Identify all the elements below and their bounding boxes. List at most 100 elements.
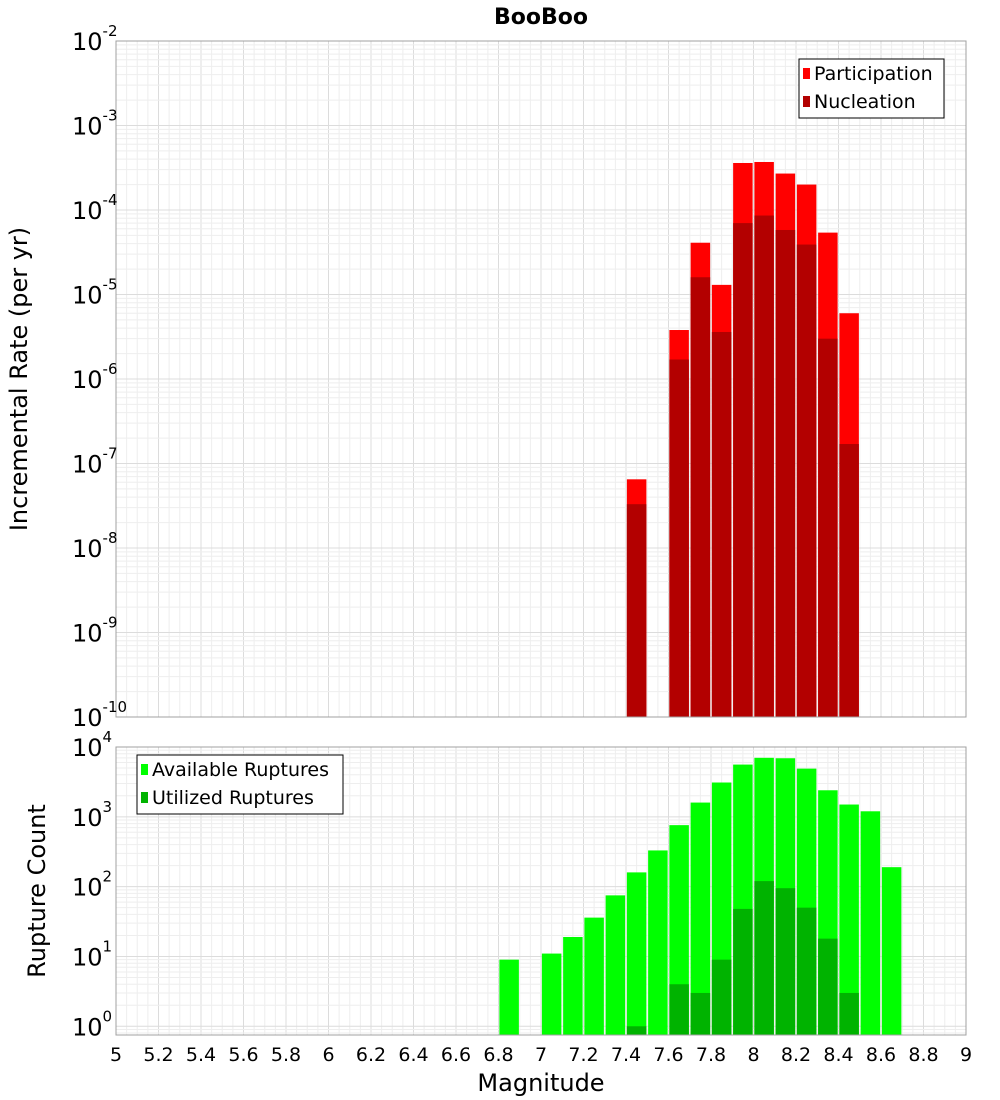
y-tick-exponent: 2: [103, 868, 113, 886]
y-tick-base: 10: [72, 366, 103, 394]
bar-available-ruptures: [563, 936, 583, 1035]
bar-nucleation: [839, 444, 859, 717]
x-tick-label: 8.8: [908, 1044, 938, 1066]
y-tick-exponent: 3: [103, 798, 113, 816]
x-tick-label: 5.4: [186, 1044, 216, 1066]
y-tick-label: 102: [72, 868, 112, 902]
y-tick-label: 10-3: [72, 107, 118, 141]
bar-available-ruptures: [605, 895, 626, 1035]
x-tick-label: 8.6: [866, 1044, 896, 1066]
bar-utilized-ruptures: [690, 992, 711, 1035]
y-tick-exponent: -5: [103, 276, 118, 294]
y-tick-label: 10-5: [72, 276, 118, 310]
bar-available-ruptures: [881, 867, 902, 1035]
legend-box: [798, 58, 945, 119]
x-tick-label: 6.8: [483, 1044, 513, 1066]
y-tick-base: 10: [72, 451, 103, 479]
x-tick-label: 8.2: [781, 1044, 811, 1066]
bar-available-ruptures: [860, 811, 881, 1035]
x-tick-label: 7: [535, 1044, 547, 1066]
y-tick-exponent: -4: [103, 191, 118, 209]
legend-label: Available Ruptures: [152, 759, 329, 781]
y-tick-base: 10: [72, 734, 103, 762]
y-tick-base: 10: [72, 197, 103, 225]
legend: Available Ruptures Utilized Ruptures: [136, 754, 344, 815]
y-tick-exponent: -2: [103, 22, 118, 40]
y-tick-label: 10-10: [72, 698, 127, 732]
y-tick-base: 10: [72, 943, 103, 971]
bar-nucleation: [796, 244, 817, 717]
x-tick-label: 5.6: [228, 1044, 258, 1066]
y-tick-base: 10: [72, 28, 103, 56]
plot-frame: [115, 746, 967, 1036]
y-tick-base: 10: [72, 535, 103, 563]
y-tick-base: 10: [72, 620, 103, 648]
y-tick-base: 10: [72, 804, 103, 832]
bar-available-ruptures: [669, 825, 689, 1035]
bar-utilized-ruptures: [733, 908, 753, 1035]
y-tick-label: 10-7: [72, 445, 118, 479]
x-tick-label: 5.2: [143, 1044, 173, 1066]
bar-utilized-ruptures: [775, 888, 796, 1035]
y-tick-base: 10: [72, 874, 103, 902]
bar-nucleation: [733, 223, 753, 717]
bar-available-ruptures: [499, 959, 519, 1035]
y-tick-base: 10: [72, 113, 103, 141]
bar-utilized-ruptures: [669, 984, 689, 1035]
y-axis-label: Incremental Rate (per yr): [5, 227, 33, 531]
y-tick-label: 10-4: [72, 191, 118, 225]
y-tick-base: 10: [72, 1013, 103, 1041]
bar-nucleation: [711, 331, 732, 717]
x-tick-label: 8: [747, 1044, 759, 1066]
y-tick-exponent: -3: [103, 107, 118, 125]
legend-box: [136, 754, 344, 815]
bar-available-ruptures: [584, 917, 604, 1035]
legend-label: Participation: [814, 63, 933, 85]
bar-nucleation: [754, 215, 774, 717]
bar-nucleation: [775, 229, 796, 717]
y-tick-exponent: 0: [103, 1007, 113, 1025]
bar-nucleation: [690, 277, 711, 717]
y-axis-label: Rupture Count: [23, 804, 51, 978]
y-tick-label: 103: [72, 798, 112, 832]
y-tick-exponent: 1: [103, 937, 113, 955]
legend-swatch: [141, 764, 148, 775]
bar-available-ruptures: [648, 850, 668, 1035]
bar-available-ruptures: [839, 804, 859, 1035]
x-tick-label: 8.4: [823, 1044, 853, 1066]
x-tick-label: 6.6: [441, 1044, 471, 1066]
y-tick-label: 101: [72, 937, 112, 971]
y-tick-label: 10-9: [72, 614, 118, 648]
x-tick-label: 9: [960, 1044, 972, 1066]
x-tick-label: 6.4: [398, 1044, 428, 1066]
x-tick-label: 5: [110, 1044, 122, 1066]
y-tick-exponent: -8: [103, 529, 118, 547]
bar-nucleation: [669, 359, 689, 717]
x-tick-label: 6.2: [356, 1044, 386, 1066]
x-tick-label: 7.6: [653, 1044, 683, 1066]
y-tick-exponent: -9: [103, 614, 118, 632]
bar-available-ruptures: [541, 953, 562, 1035]
x-axis-label: Magnitude: [477, 1069, 604, 1097]
legend: Participation Nucleation: [798, 58, 945, 119]
y-tick-label: 104: [72, 728, 112, 762]
bar-utilized-ruptures: [626, 1026, 647, 1035]
x-tick-label: 6: [322, 1044, 334, 1066]
bar-utilized-ruptures: [796, 907, 817, 1035]
y-tick-exponent: -10: [103, 698, 128, 716]
legend-label: Nucleation: [814, 91, 916, 113]
x-tick-label: 7.4: [611, 1044, 641, 1066]
y-tick-exponent: 4: [103, 728, 113, 746]
plot-frame: [115, 40, 967, 718]
rate-panel: 10-1010-910-810-710-610-510-410-310-2Inc…: [5, 5, 967, 732]
x-tick-label: 7.2: [568, 1044, 598, 1066]
y-tick-label: 10-6: [72, 360, 118, 394]
bar-nucleation: [818, 338, 838, 717]
y-tick-base: 10: [72, 704, 103, 732]
legend-swatch: [141, 792, 148, 803]
y-tick-exponent: -6: [103, 360, 118, 378]
bar-available-ruptures: [690, 802, 711, 1035]
